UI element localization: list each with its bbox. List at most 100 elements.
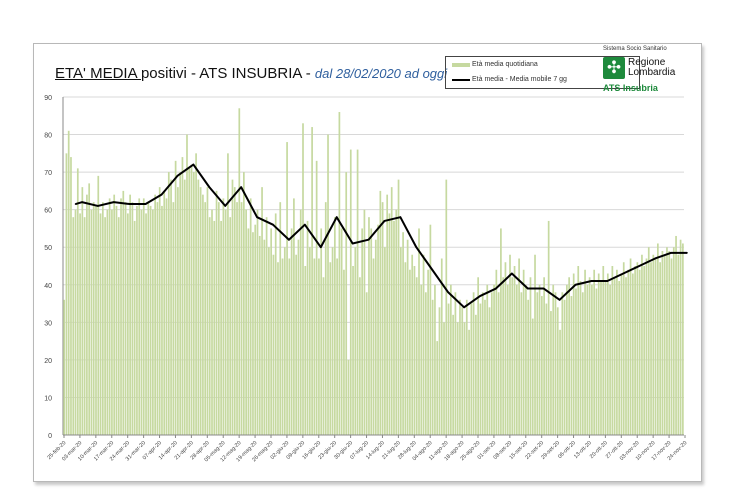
bar bbox=[657, 243, 659, 435]
bar bbox=[472, 292, 475, 435]
bar bbox=[174, 160, 177, 435]
bar bbox=[525, 284, 527, 435]
moving-average-point bbox=[670, 252, 672, 254]
bar bbox=[113, 194, 116, 435]
bar bbox=[616, 269, 618, 435]
bar bbox=[97, 175, 100, 435]
bar bbox=[672, 247, 675, 435]
bar bbox=[236, 202, 238, 435]
bar bbox=[675, 235, 677, 435]
bar bbox=[622, 262, 625, 435]
bar bbox=[682, 243, 684, 435]
moving-average-point bbox=[351, 242, 354, 245]
bar bbox=[131, 202, 134, 435]
bar bbox=[595, 288, 598, 435]
moving-average-point bbox=[97, 205, 99, 207]
moving-average-point bbox=[638, 265, 641, 267]
bar bbox=[277, 262, 279, 435]
bar bbox=[315, 160, 318, 435]
bar bbox=[252, 232, 254, 435]
bar bbox=[322, 277, 325, 435]
bar bbox=[654, 258, 657, 435]
bar bbox=[647, 247, 650, 435]
bar bbox=[620, 273, 623, 435]
bar bbox=[104, 217, 106, 435]
bar bbox=[195, 153, 197, 436]
bar bbox=[575, 288, 577, 435]
y-tick-label: 10 bbox=[44, 395, 52, 402]
y-tick-label: 90 bbox=[44, 95, 52, 102]
bar bbox=[406, 239, 409, 435]
bar bbox=[415, 277, 418, 435]
bar bbox=[372, 258, 375, 435]
y-tick-label: 80 bbox=[44, 133, 52, 140]
moving-average-point bbox=[74, 203, 77, 205]
bar bbox=[274, 213, 277, 435]
bar bbox=[397, 179, 400, 435]
moving-average-point bbox=[558, 299, 561, 301]
bar bbox=[597, 273, 600, 435]
bar bbox=[263, 239, 266, 435]
bar bbox=[352, 266, 354, 435]
bar bbox=[504, 262, 507, 435]
bar bbox=[233, 187, 236, 435]
bar bbox=[536, 292, 539, 435]
bar bbox=[447, 303, 450, 435]
bar bbox=[286, 142, 288, 436]
moving-average-point bbox=[144, 203, 147, 205]
bar bbox=[240, 202, 243, 435]
bar bbox=[79, 213, 81, 435]
moving-average-point bbox=[112, 201, 115, 203]
regione-lombardia-logo: Sistema Socio Sanitario ✣ Regione Lombard… bbox=[603, 46, 698, 93]
bar bbox=[331, 247, 334, 435]
bar bbox=[606, 273, 609, 435]
bar bbox=[591, 284, 593, 435]
bar bbox=[63, 299, 66, 435]
bar bbox=[500, 228, 502, 435]
bar bbox=[645, 258, 648, 435]
bar bbox=[427, 269, 429, 435]
bar bbox=[245, 209, 247, 435]
bar bbox=[149, 205, 152, 435]
bar bbox=[436, 341, 439, 435]
moving-average-point bbox=[686, 252, 688, 254]
moving-average-point bbox=[574, 283, 577, 286]
bar bbox=[333, 217, 336, 435]
bar bbox=[515, 284, 518, 435]
moving-average-point bbox=[447, 291, 449, 294]
bar bbox=[579, 281, 582, 435]
moving-average-point bbox=[590, 280, 593, 282]
moving-average-point bbox=[128, 203, 131, 205]
bar bbox=[311, 127, 313, 436]
bar bbox=[349, 149, 352, 436]
bar bbox=[211, 209, 213, 435]
legend-label: Età media - Media mobile 7 gg bbox=[472, 76, 567, 83]
bar bbox=[224, 209, 227, 435]
bar bbox=[152, 209, 154, 435]
bar bbox=[249, 198, 252, 435]
bar bbox=[165, 198, 168, 435]
bar bbox=[299, 209, 302, 435]
bar bbox=[338, 112, 341, 436]
bar bbox=[76, 168, 79, 435]
bar bbox=[413, 266, 416, 435]
moving-average-point bbox=[176, 175, 179, 177]
bar bbox=[347, 359, 350, 435]
bar bbox=[213, 220, 216, 435]
bar bbox=[183, 179, 186, 435]
bar bbox=[538, 284, 541, 435]
bar bbox=[679, 239, 682, 435]
bar bbox=[493, 284, 495, 435]
bar bbox=[424, 292, 427, 435]
moving-average-point bbox=[160, 193, 163, 196]
bar bbox=[99, 213, 102, 435]
bar bbox=[243, 172, 245, 435]
y-tick-label: 70 bbox=[44, 170, 52, 177]
bar bbox=[92, 202, 95, 435]
bar bbox=[313, 258, 316, 435]
bar bbox=[506, 284, 509, 435]
bar bbox=[543, 277, 545, 435]
bar bbox=[386, 194, 389, 435]
bar bbox=[318, 258, 320, 435]
bar bbox=[363, 209, 366, 435]
